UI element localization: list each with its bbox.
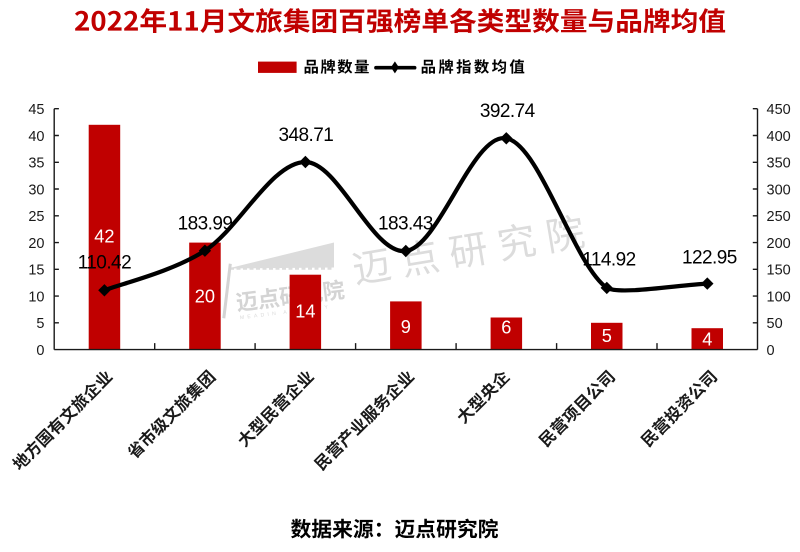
svg-text:110.42: 110.42 [78, 253, 131, 274]
svg-text:122.95: 122.95 [682, 248, 737, 269]
svg-text:392.74: 392.74 [480, 101, 536, 122]
svg-text:50: 50 [767, 316, 783, 332]
svg-text:20: 20 [195, 287, 215, 307]
svg-text:0: 0 [36, 343, 44, 359]
svg-text:4: 4 [702, 329, 712, 349]
svg-text:35: 35 [28, 156, 44, 172]
svg-text:150: 150 [767, 263, 791, 279]
svg-text:183.43: 183.43 [378, 213, 433, 234]
svg-text:183.99: 183.99 [178, 214, 233, 235]
svg-text:20: 20 [28, 236, 44, 252]
svg-text:100: 100 [767, 289, 791, 305]
svg-text:42: 42 [94, 227, 114, 247]
svg-text:6: 6 [501, 318, 511, 338]
svg-text:5: 5 [36, 316, 44, 332]
svg-text:9: 9 [401, 317, 411, 337]
svg-text:5: 5 [602, 326, 612, 346]
svg-text:40: 40 [28, 129, 44, 145]
svg-text:0: 0 [767, 343, 775, 359]
svg-text:30: 30 [28, 182, 44, 198]
svg-text:15: 15 [28, 263, 44, 279]
svg-text:348.71: 348.71 [278, 125, 333, 146]
svg-text:45: 45 [28, 102, 44, 118]
svg-text:300: 300 [767, 182, 791, 198]
svg-text:350: 350 [767, 156, 791, 172]
svg-text:200: 200 [767, 236, 791, 252]
svg-text:250: 250 [767, 209, 791, 225]
svg-text:400: 400 [767, 129, 791, 145]
svg-text:114.92: 114.92 [582, 250, 635, 271]
svg-text:14: 14 [295, 302, 315, 322]
svg-text:450: 450 [767, 102, 791, 118]
svg-text:10: 10 [28, 289, 44, 305]
svg-text:25: 25 [28, 209, 44, 225]
